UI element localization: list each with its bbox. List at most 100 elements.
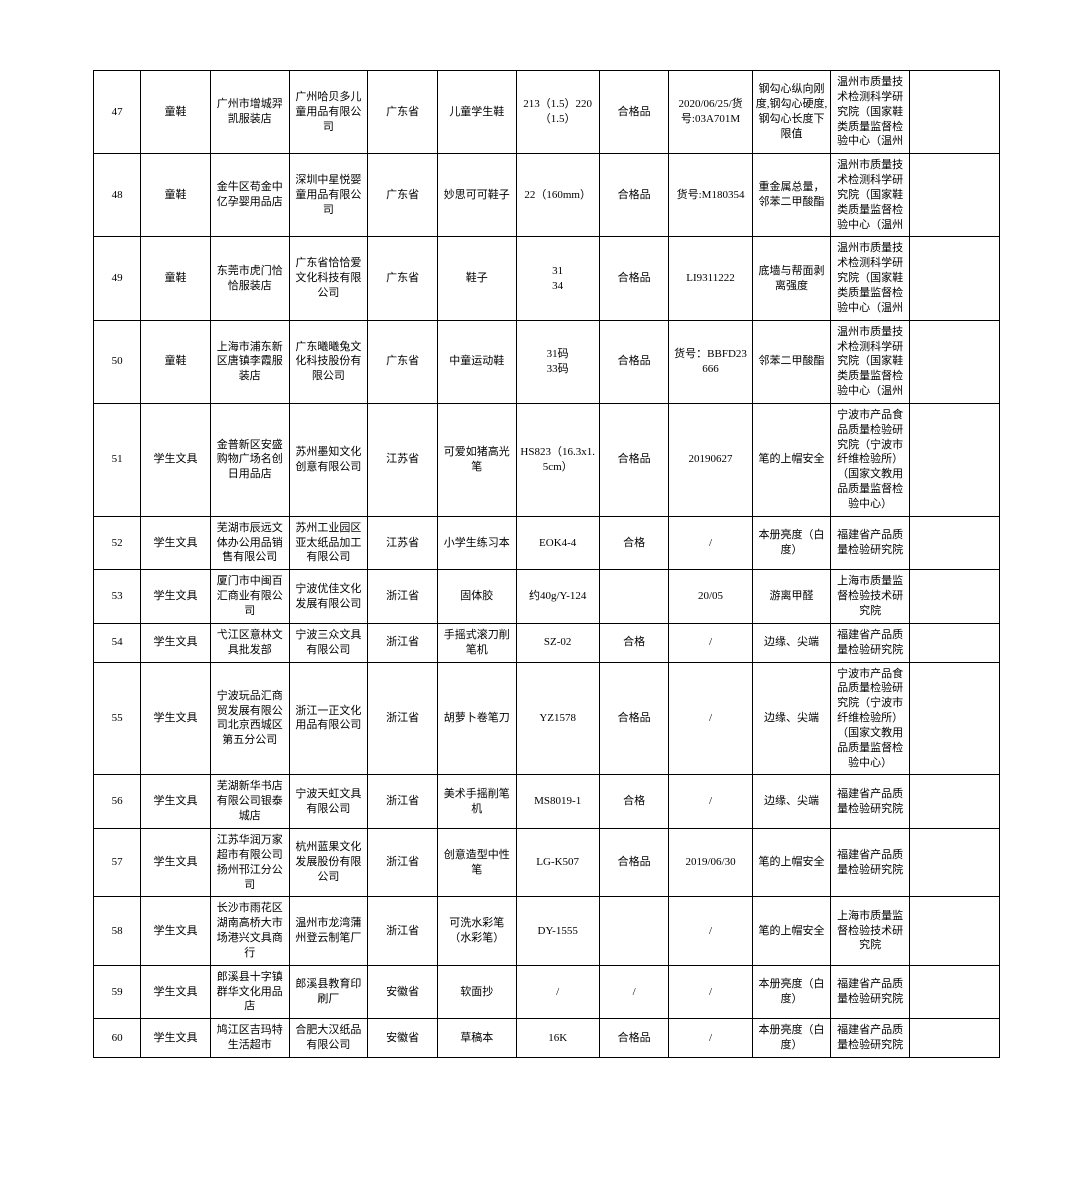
cell-no: 56 (94, 775, 141, 829)
cell-grade: 合格 (599, 623, 669, 662)
cell-cat: 童鞋 (141, 154, 211, 237)
cell-no: 55 (94, 662, 141, 775)
cell-prov: 广东省 (368, 237, 438, 320)
cell-maker: 广东省恰恰爱文化科技有限公司 (289, 237, 368, 320)
cell-spec: 约40g/Y-124 (516, 570, 599, 624)
cell-batch: / (669, 897, 752, 965)
cell-spec: 16K (516, 1019, 599, 1058)
cell-seller: 东莞市虎门恰恰服装店 (210, 237, 289, 320)
cell-prov: 浙江省 (368, 775, 438, 829)
cell-spec: DY-1555 (516, 897, 599, 965)
cell-lab: 福建省产品质量检验研究院 (831, 1019, 910, 1058)
cell-maker: 郎溪县教育印刷厂 (289, 965, 368, 1019)
cell-spec: HS823（16.3x1.5cm） (516, 403, 599, 516)
cell-prod: 美术手摇削笔机 (437, 775, 516, 829)
table-row: 54学生文具弋江区意林文具批发部宁波三众文具有限公司浙江省手摇式滚刀削笔机SZ-… (94, 623, 1000, 662)
cell-no: 52 (94, 516, 141, 570)
cell-spec: LG-K507 (516, 828, 599, 896)
table-row: 59学生文具郎溪县十字镇群华文化用品店郎溪县教育印刷厂安徽省软面抄///本册亮度… (94, 965, 1000, 1019)
cell-cat: 学生文具 (141, 828, 211, 896)
cell-item: 底墙与帮面剥离强度 (752, 237, 831, 320)
cell-extra (909, 71, 999, 154)
cell-prod: 可爱如猪高光笔 (437, 403, 516, 516)
cell-item: 笔的上帽安全 (752, 828, 831, 896)
cell-cat: 学生文具 (141, 516, 211, 570)
cell-grade: 合格品 (599, 403, 669, 516)
cell-extra (909, 623, 999, 662)
table-row: 53学生文具厦门市中闽百汇商业有限公司宁波优佳文化发展有限公司浙江省固体胶约40… (94, 570, 1000, 624)
cell-spec: 3134 (516, 237, 599, 320)
cell-lab: 福建省产品质量检验研究院 (831, 516, 910, 570)
cell-maker: 合肥大汉纸品有限公司 (289, 1019, 368, 1058)
cell-prod: 软面抄 (437, 965, 516, 1019)
table-row: 48童鞋金牛区苟金中亿孕婴用品店深圳中星悦婴童用品有限公司广东省妙思可可鞋子22… (94, 154, 1000, 237)
cell-batch: 货号：BBFD23666 (669, 320, 752, 403)
cell-prov: 浙江省 (368, 662, 438, 775)
cell-batch: 2020/06/25/货号:03A701M (669, 71, 752, 154)
cell-spec: MS8019-1 (516, 775, 599, 829)
cell-seller: 郎溪县十字镇群华文化用品店 (210, 965, 289, 1019)
cell-prod: 手摇式滚刀削笔机 (437, 623, 516, 662)
cell-prod: 创意造型中性笔 (437, 828, 516, 896)
cell-seller: 芜湖新华书店有限公司银泰城店 (210, 775, 289, 829)
cell-extra (909, 320, 999, 403)
cell-prod: 可洗水彩笔（水彩笔） (437, 897, 516, 965)
cell-cat: 学生文具 (141, 897, 211, 965)
cell-lab: 上海市质量监督检验技术研究院 (831, 570, 910, 624)
cell-seller: 金牛区苟金中亿孕婴用品店 (210, 154, 289, 237)
cell-prod: 草稿本 (437, 1019, 516, 1058)
cell-batch: 2019/06/30 (669, 828, 752, 896)
cell-prod: 中童运动鞋 (437, 320, 516, 403)
cell-prod: 小学生练习本 (437, 516, 516, 570)
cell-item: 重金属总量，邻苯二甲酸酯 (752, 154, 831, 237)
cell-item: 钢勾心纵向刚度,钢勾心硬度,钢勾心长度下限值 (752, 71, 831, 154)
cell-maker: 宁波天虹文具有限公司 (289, 775, 368, 829)
cell-prov: 广东省 (368, 71, 438, 154)
cell-lab: 宁波市产品食品质量检验研究院（宁波市纤维检验所）（国家文教用品质量监督检验中心） (831, 662, 910, 775)
cell-extra (909, 1019, 999, 1058)
cell-prov: 广东省 (368, 154, 438, 237)
cell-no: 53 (94, 570, 141, 624)
cell-maker: 温州市龙湾蒲州登云制笔厂 (289, 897, 368, 965)
cell-maker: 深圳中星悦婴童用品有限公司 (289, 154, 368, 237)
cell-extra (909, 662, 999, 775)
cell-grade: 合格品 (599, 154, 669, 237)
cell-maker: 宁波优佳文化发展有限公司 (289, 570, 368, 624)
cell-lab: 宁波市产品食品质量检验研究院（宁波市纤维检验所）（国家文教用品质量监督检验中心） (831, 403, 910, 516)
cell-prod: 儿童学生鞋 (437, 71, 516, 154)
cell-maker: 浙江一正文化用品有限公司 (289, 662, 368, 775)
cell-prov: 安徽省 (368, 965, 438, 1019)
cell-grade: 合格品 (599, 1019, 669, 1058)
cell-batch: LI9311222 (669, 237, 752, 320)
cell-extra (909, 154, 999, 237)
cell-lab: 温州市质量技术检测科学研究院（国家鞋类质量监督检验中心（温州 (831, 320, 910, 403)
cell-spec: SZ-02 (516, 623, 599, 662)
cell-prov: 浙江省 (368, 897, 438, 965)
cell-seller: 芜湖市辰远文体办公用品销售有限公司 (210, 516, 289, 570)
cell-seller: 鸠江区吉玛特生活超市 (210, 1019, 289, 1058)
table-row: 51学生文具金普新区安盛购物广场名创日用品店苏州墨知文化创意有限公司江苏省可爱如… (94, 403, 1000, 516)
cell-seller: 长沙市雨花区湖南高桥大市场港兴文具商行 (210, 897, 289, 965)
cell-maker: 广州哈贝多儿童用品有限公司 (289, 71, 368, 154)
table-row: 58学生文具长沙市雨花区湖南高桥大市场港兴文具商行温州市龙湾蒲州登云制笔厂浙江省… (94, 897, 1000, 965)
table-row: 49童鞋东莞市虎门恰恰服装店广东省恰恰爱文化科技有限公司广东省鞋子3134合格品… (94, 237, 1000, 320)
cell-lab: 温州市质量技术检测科学研究院（国家鞋类质量监督检验中心（温州 (831, 237, 910, 320)
cell-no: 49 (94, 237, 141, 320)
cell-extra (909, 775, 999, 829)
table-row: 50童鞋上海市浦东新区唐镇李霞服装店广东曦曦兔文化科技股份有限公司广东省中童运动… (94, 320, 1000, 403)
cell-seller: 金普新区安盛购物广场名创日用品店 (210, 403, 289, 516)
cell-item: 边缘、尖端 (752, 623, 831, 662)
cell-grade (599, 570, 669, 624)
cell-maker: 宁波三众文具有限公司 (289, 623, 368, 662)
cell-extra (909, 237, 999, 320)
cell-prod: 妙思可可鞋子 (437, 154, 516, 237)
cell-prov: 浙江省 (368, 828, 438, 896)
cell-extra (909, 403, 999, 516)
cell-maker: 杭州蓝果文化发展股份有限公司 (289, 828, 368, 896)
cell-no: 54 (94, 623, 141, 662)
cell-cat: 童鞋 (141, 320, 211, 403)
table-row: 57学生文具江苏华润万家超市有限公司扬州邗江分公司杭州蓝果文化发展股份有限公司浙… (94, 828, 1000, 896)
cell-cat: 学生文具 (141, 775, 211, 829)
cell-cat: 学生文具 (141, 965, 211, 1019)
cell-spec: 22（160mm） (516, 154, 599, 237)
